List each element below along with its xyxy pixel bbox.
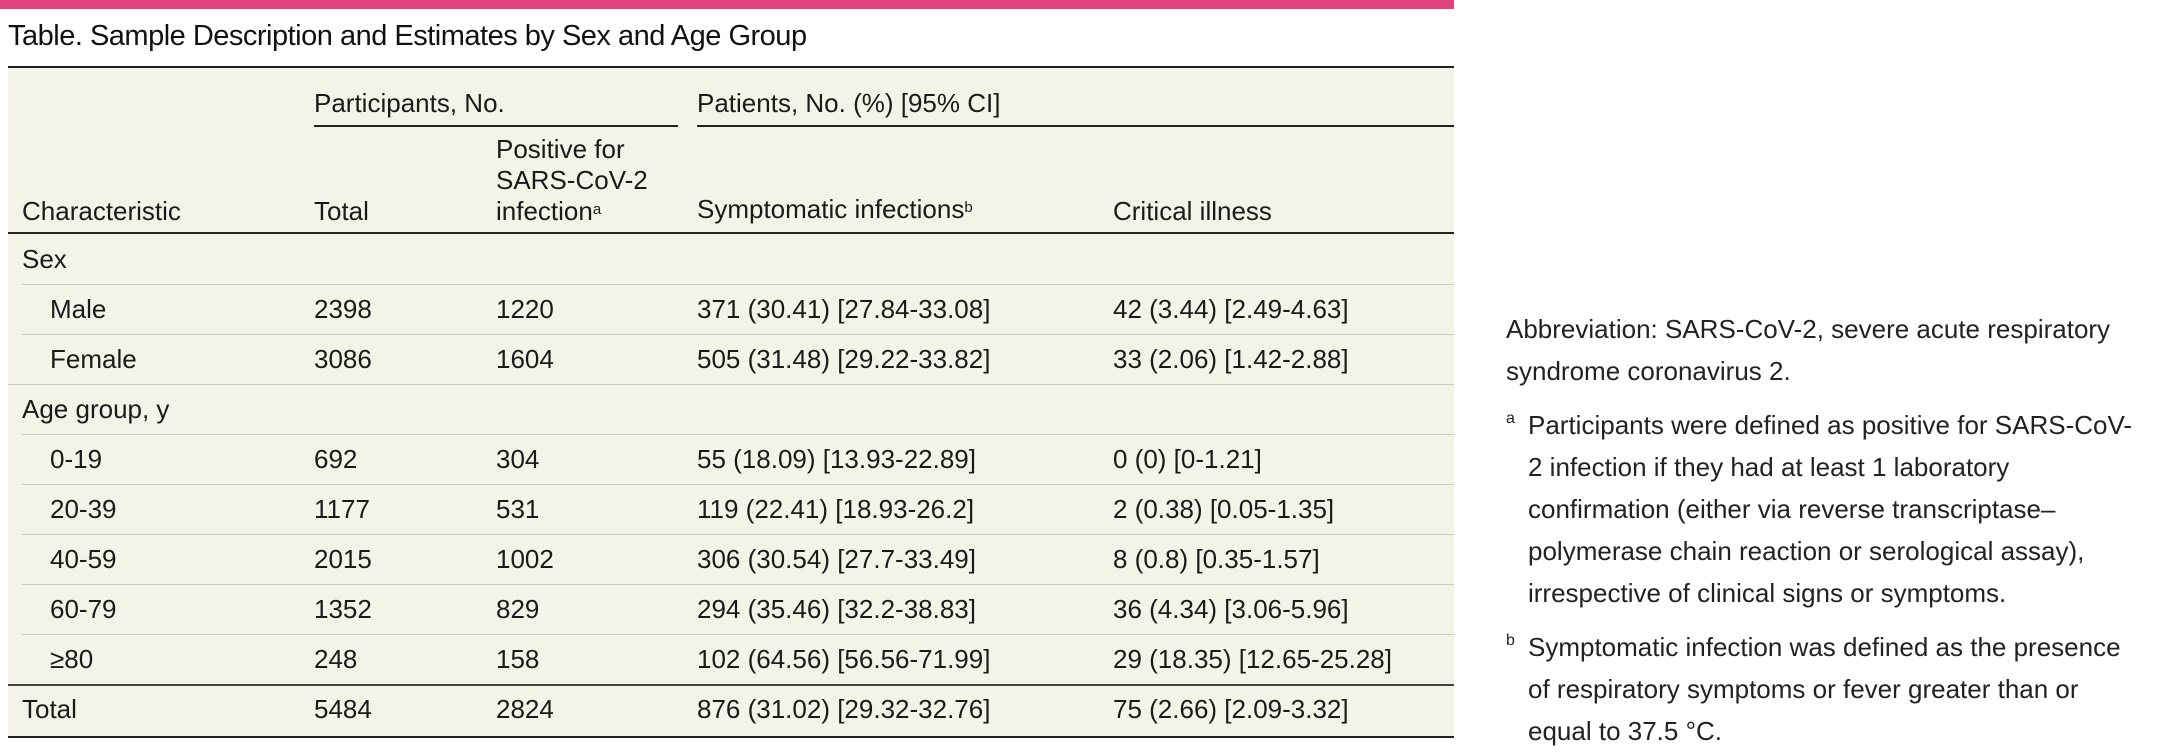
- cell-critical: 8 (0.8) [0.35-1.57]: [1113, 544, 1320, 574]
- column-header-positive-line3: infection: [496, 196, 593, 226]
- cell-positive: 158: [496, 644, 540, 674]
- footnote-abbreviation: Abbreviation: SARS-CoV-2, severe acute r…: [1506, 314, 2111, 386]
- table-title: Table. Sample Description and Estimates …: [8, 20, 807, 52]
- cell-critical: 75 (2.66) [2.09-3.32]: [1113, 694, 1349, 724]
- footnote-b-mark: b: [1506, 632, 1515, 649]
- data-table: Participants, No. Patients, No. (%) [95%…: [8, 66, 1454, 738]
- footnote-ref-a: a: [592, 201, 602, 218]
- cell-critical: 0 (0) [0-1.21]: [1113, 444, 1262, 474]
- cell-symptomatic: 505 (31.48) [29.22-33.82]: [697, 344, 991, 374]
- row-separator: [22, 434, 1454, 435]
- section-row: Sex: [8, 234, 1454, 284]
- cell-total: 248: [314, 644, 358, 674]
- cell-critical: 36 (4.34) [3.06-5.96]: [1113, 594, 1349, 624]
- cell-symptomatic: 119 (22.41) [18.93-26.2]: [697, 494, 975, 524]
- row-separator: [22, 634, 1454, 635]
- cell-characteristic: Sex: [22, 244, 67, 274]
- column-header-total: Total: [314, 196, 369, 226]
- cell-characteristic: Age group, y: [22, 394, 170, 424]
- cell-symptomatic: 371 (30.41) [27.84-33.08]: [697, 294, 991, 324]
- section-row: Age group, y: [8, 384, 1454, 434]
- cell-positive: 531: [496, 494, 540, 524]
- footnote-a-mark: a: [1506, 410, 1515, 427]
- group-header-patients: Patients, No. (%) [95% CI]: [697, 88, 1001, 118]
- table-row: Male 2398 1220 371 (30.41) [27.84-33.08] 42 …: [8, 284, 1454, 334]
- cell-positive: 2824: [496, 694, 554, 724]
- cell-characteristic: 0-19: [50, 444, 103, 474]
- total-rule: [8, 684, 1454, 686]
- cell-symptomatic: 102 (64.56) [56.56-71.99]: [697, 644, 991, 674]
- cell-total: 692: [314, 444, 358, 474]
- accent-top-rule: [0, 0, 1454, 9]
- group-header-participants: Participants, No.: [314, 88, 505, 118]
- column-header-positive-line2: SARS-CoV-2: [496, 165, 648, 195]
- table-row: 40-59 2015 1002 306 (30.54) [27.7-33.49] 8 (…: [8, 534, 1454, 584]
- cell-symptomatic: 294 (35.46) [32.2-38.83]: [697, 594, 976, 624]
- row-separator: [22, 284, 1454, 285]
- cell-total: 5484: [314, 694, 372, 724]
- cell-characteristic: Total: [22, 694, 77, 724]
- cell-symptomatic: 55 (18.09) [13.93-22.89]: [697, 444, 976, 474]
- cell-total: 3086: [314, 344, 372, 374]
- cell-symptomatic: 306 (30.54) [27.7-33.49]: [697, 544, 976, 574]
- row-separator: [22, 534, 1454, 535]
- column-header-positive: Positive for SARS-CoV-2 infectiona: [496, 134, 648, 227]
- column-header-symptomatic: Symptomatic infectionsb: [697, 194, 973, 225]
- cell-characteristic: 40-59: [50, 544, 117, 574]
- cell-characteristic: Male: [50, 294, 107, 324]
- cell-critical: 33 (2.06) [1.42-2.88]: [1113, 344, 1349, 374]
- column-header-symptomatic-label: Symptomatic infections: [697, 194, 965, 224]
- column-header-positive-line1: Positive for: [496, 134, 625, 164]
- group-rule-participants: [314, 125, 678, 127]
- cell-symptomatic: 876 (31.02) [29.32-32.76]: [697, 694, 991, 724]
- cell-critical: 2 (0.38) [0.05-1.35]: [1113, 494, 1335, 524]
- cell-characteristic: 60-79: [50, 594, 117, 624]
- column-header-characteristic: Characteristic: [22, 196, 181, 226]
- cell-positive: 1002: [496, 544, 554, 574]
- header-rule: [8, 232, 1454, 234]
- footnote-b: b Symptomatic infection was defined as t…: [1506, 626, 2146, 752]
- cell-total: 2398: [314, 294, 372, 324]
- row-separator: [8, 384, 1454, 385]
- cell-characteristic: Female: [50, 344, 137, 374]
- cell-total: 1177: [314, 494, 370, 524]
- cell-positive: 829: [496, 594, 540, 624]
- cell-positive: 1604: [496, 344, 554, 374]
- cell-critical: 42 (3.44) [2.49-4.63]: [1113, 294, 1349, 324]
- row-separator: [22, 584, 1454, 585]
- footnote-a: a Participants were defined as positive …: [1506, 404, 2146, 614]
- cell-positive: 1220: [496, 294, 554, 324]
- cell-characteristic: ≥80: [50, 644, 94, 674]
- table-row: ≥80 248 158 102 (64.56) [56.56-71.99] 29 (18…: [8, 634, 1454, 684]
- row-separator: [22, 334, 1454, 335]
- cell-critical: 29 (18.35) [12.65-25.28]: [1113, 644, 1392, 674]
- footnote-b-text: Symptomatic infection was defined as the…: [1528, 632, 2121, 746]
- column-header-critical: Critical illness: [1113, 196, 1272, 226]
- group-rule-patients: [697, 125, 1454, 127]
- table-row: 0-19 692 304 55 (18.09) [13.93-22.89] 0 (0) …: [8, 434, 1454, 484]
- cell-characteristic: 20-39: [50, 494, 117, 524]
- table-row: Female 3086 1604 505 (31.48) [29.22-33.82] 3…: [8, 334, 1454, 384]
- table-row: 20-39 1177 531 119 (22.41) [18.93-26.2] 2 (0…: [8, 484, 1454, 534]
- total-row: Total 5484 2824 876 (31.02) [29.32-32.76] 75…: [8, 684, 1454, 734]
- cell-positive: 304: [496, 444, 540, 474]
- footnote-a-text: Participants were defined as positive fo…: [1528, 410, 2133, 608]
- footnotes: Abbreviation: SARS-CoV-2, severe acute r…: [1506, 308, 2146, 752]
- cell-total: 1352: [314, 594, 372, 624]
- cell-total: 2015: [314, 544, 372, 574]
- footnote-ref-b: b: [964, 199, 973, 216]
- row-separator: [22, 484, 1454, 485]
- table-row: 60-79 1352 829 294 (35.46) [32.2-38.83] 36 (…: [8, 584, 1454, 634]
